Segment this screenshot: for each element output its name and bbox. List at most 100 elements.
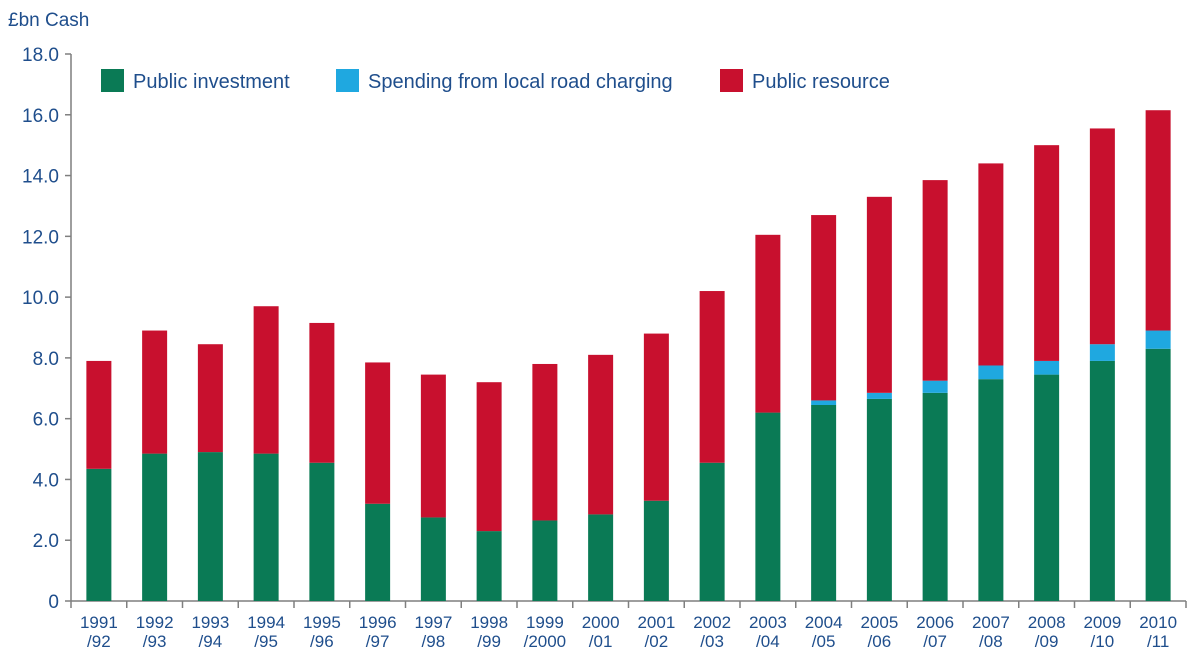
y-tick-label: 8.0 bbox=[33, 349, 59, 370]
bar-segment-public-resource bbox=[197, 344, 223, 453]
x-tick-label-year: 1999 bbox=[526, 613, 564, 632]
bar-segment-spending-from-local-road-charging bbox=[866, 392, 892, 399]
y-tick-label: 6.0 bbox=[33, 410, 59, 431]
y-tick-label: 0 bbox=[48, 592, 59, 613]
y-axis-unit-label: £bn Cash bbox=[8, 10, 89, 31]
x-tick-label-suffix: /04 bbox=[756, 632, 780, 651]
bar-segment-public-resource bbox=[699, 291, 725, 463]
bar-segment-spending-from-local-road-charging bbox=[1034, 360, 1060, 375]
bar-segment-public-investment bbox=[699, 462, 725, 601]
bar-segment-spending-from-local-road-charging bbox=[1145, 330, 1171, 349]
bar-segment-public-investment bbox=[588, 514, 614, 601]
bar-segment-spending-from-local-road-charging bbox=[922, 380, 948, 393]
y-tick-label: 18.0 bbox=[22, 45, 59, 66]
bar-segment-public-resource bbox=[309, 322, 335, 463]
x-tick-label-suffix: /2000 bbox=[524, 632, 567, 651]
x-tick-label-year: 2007 bbox=[972, 613, 1010, 632]
x-tick-label-year: 2002 bbox=[693, 613, 731, 632]
bar-segment-public-resource bbox=[142, 330, 168, 454]
bar-segment-spending-from-local-road-charging bbox=[811, 400, 837, 405]
bars bbox=[86, 110, 1171, 601]
bar-segment-public-resource bbox=[866, 196, 892, 393]
x-tick-label-year: 1995 bbox=[303, 613, 341, 632]
bar-segment-public-investment bbox=[253, 453, 279, 601]
x-tick-label-year: 2008 bbox=[1028, 613, 1066, 632]
y-tick-label: 10.0 bbox=[22, 288, 59, 309]
bar-segment-public-investment bbox=[1145, 348, 1171, 601]
x-tick-label-year: 1996 bbox=[359, 613, 397, 632]
x-tick-label-suffix: /05 bbox=[812, 632, 836, 651]
legend-swatch bbox=[101, 69, 124, 92]
x-tick-label-suffix: /10 bbox=[1091, 632, 1115, 651]
bar-segment-public-resource bbox=[643, 333, 669, 501]
axes: 0 2.0 4.0 6.0 8.0 10.0 12.0 14.0 16.0 18.0 1991/92… bbox=[22, 45, 1187, 651]
x-tick-label-suffix: /02 bbox=[645, 632, 669, 651]
x-tick-label-year: 2003 bbox=[749, 613, 787, 632]
bar-segment-public-investment bbox=[1034, 374, 1060, 601]
x-tick-label-year: 2000 bbox=[582, 613, 620, 632]
bar-segment-public-investment bbox=[142, 453, 168, 601]
x-tick-label-suffix: /95 bbox=[254, 632, 278, 651]
bar-segment-public-investment bbox=[476, 531, 502, 601]
x-tick-label-suffix: /98 bbox=[422, 632, 446, 651]
x-tick-label-suffix: /11 bbox=[1147, 632, 1169, 651]
bar-segment-public-resource bbox=[532, 363, 558, 521]
bar-segment-public-resource bbox=[253, 306, 279, 454]
bar-segment-public-investment bbox=[197, 452, 223, 601]
x-tick-label-year: 2009 bbox=[1083, 613, 1121, 632]
bar-segment-public-investment bbox=[643, 500, 669, 601]
x-tick-label-suffix: /94 bbox=[199, 632, 223, 651]
x-tick-label-suffix: /01 bbox=[589, 632, 613, 651]
y-tick-label: 16.0 bbox=[22, 106, 59, 127]
y-tick-label: 14.0 bbox=[22, 167, 59, 188]
bar-segment-public-resource bbox=[755, 234, 781, 413]
bar-segment-public-resource bbox=[1089, 128, 1115, 345]
x-tick-label-year: 2006 bbox=[916, 613, 954, 632]
x-tick-label-year: 1998 bbox=[470, 613, 508, 632]
x-tick-label-suffix: /97 bbox=[366, 632, 390, 651]
bar-segment-public-resource bbox=[365, 362, 391, 504]
x-tick-label-year: 2010 bbox=[1139, 613, 1177, 632]
x-tick-label-year: 2005 bbox=[860, 613, 898, 632]
x-tick-label-suffix: /99 bbox=[477, 632, 501, 651]
x-tick-label-year: 1997 bbox=[414, 613, 452, 632]
legend-swatch bbox=[336, 69, 359, 92]
bar-segment-public-investment bbox=[365, 503, 391, 601]
bar-segment-public-investment bbox=[1089, 360, 1115, 601]
bar-segment-public-resource bbox=[86, 360, 112, 469]
legend-label: Spending from local road charging bbox=[368, 71, 673, 93]
bar-segment-public-investment bbox=[978, 379, 1004, 601]
bar-segment-public-resource bbox=[588, 354, 614, 515]
x-tick-label-suffix: /92 bbox=[87, 632, 111, 651]
y-tick-label: 4.0 bbox=[33, 470, 59, 491]
bar-segment-public-resource bbox=[811, 215, 837, 401]
bar-segment-public-resource bbox=[922, 180, 948, 381]
x-tick-label-suffix: /93 bbox=[143, 632, 167, 651]
y-tick-label: 12.0 bbox=[22, 227, 59, 248]
x-tick-label-year: 1992 bbox=[136, 613, 174, 632]
bar-segment-public-investment bbox=[922, 392, 948, 601]
x-tick-label-suffix: /07 bbox=[923, 632, 947, 651]
x-tick-label-year: 1994 bbox=[247, 613, 285, 632]
bar-segment-public-resource bbox=[1034, 145, 1060, 361]
x-tick-label-year: 2001 bbox=[637, 613, 675, 632]
bar-segment-public-investment bbox=[755, 412, 781, 601]
legend: Public investment Spending from local roa… bbox=[101, 69, 890, 93]
bar-segment-public-investment bbox=[420, 517, 446, 601]
x-tick-label-suffix: /08 bbox=[979, 632, 1003, 651]
x-tick-label-suffix: /96 bbox=[310, 632, 334, 651]
x-tick-label-year: 2004 bbox=[805, 613, 843, 632]
bar-segment-public-investment bbox=[866, 398, 892, 601]
x-tick-label-year: 1991 bbox=[80, 613, 118, 632]
x-tick-label-year: 1993 bbox=[191, 613, 229, 632]
x-tick-label-suffix: /03 bbox=[700, 632, 724, 651]
bar-segment-spending-from-local-road-charging bbox=[1089, 344, 1115, 361]
bar-segment-public-investment bbox=[86, 468, 112, 601]
bar-segment-public-resource bbox=[978, 163, 1004, 366]
y-tick-label: 2.0 bbox=[33, 531, 59, 552]
legend-label: Public resource bbox=[752, 71, 890, 93]
bar-segment-public-resource bbox=[476, 382, 502, 532]
x-tick-label-suffix: /06 bbox=[868, 632, 892, 651]
bar-segment-public-investment bbox=[811, 404, 837, 601]
